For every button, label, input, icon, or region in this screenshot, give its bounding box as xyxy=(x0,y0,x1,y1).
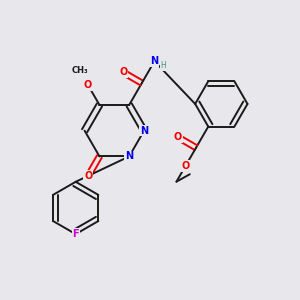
Text: O: O xyxy=(84,80,92,90)
Text: H: H xyxy=(160,61,166,70)
Text: N: N xyxy=(125,152,133,161)
Text: N: N xyxy=(140,126,148,136)
Text: CH₃: CH₃ xyxy=(71,66,88,75)
Text: F: F xyxy=(72,229,79,239)
Text: O: O xyxy=(119,68,128,77)
Text: N: N xyxy=(150,56,158,66)
Text: O: O xyxy=(181,161,190,171)
Text: O: O xyxy=(174,132,182,142)
Text: O: O xyxy=(84,171,92,181)
